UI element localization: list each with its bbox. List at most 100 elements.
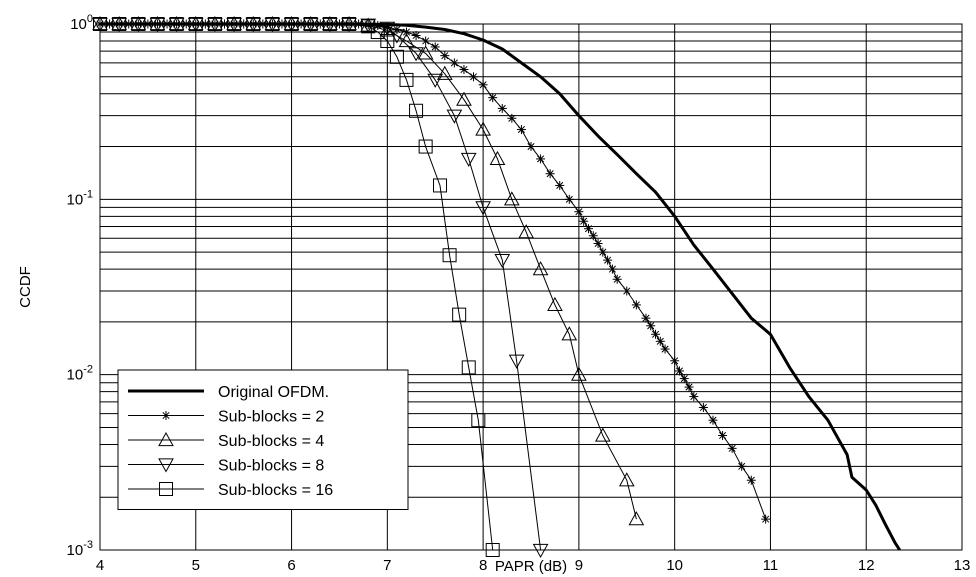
star-stroke xyxy=(690,393,698,401)
star-stroke xyxy=(594,239,602,248)
triangle-up-marker xyxy=(245,15,262,31)
triangle-down-marker xyxy=(446,109,463,124)
star-stroke xyxy=(623,287,631,295)
star-marker xyxy=(564,194,574,204)
star-stroke xyxy=(450,59,458,67)
star-stroke xyxy=(402,28,411,36)
x-axis-title: PAPR (dB) xyxy=(495,558,567,575)
square-marker xyxy=(380,33,395,48)
star-stroke xyxy=(604,256,612,264)
star-stroke xyxy=(383,23,391,31)
triangle-up-marker xyxy=(207,15,223,31)
triangle-down-marker xyxy=(322,17,338,33)
star-marker xyxy=(761,514,771,524)
y-tick-exponent: -1 xyxy=(83,188,93,200)
star-marker xyxy=(607,264,617,274)
triangle-down-marker xyxy=(494,254,511,269)
triangle-up-marker xyxy=(130,15,147,31)
triangle-up-marker xyxy=(226,15,242,31)
triangle-up-marker xyxy=(518,224,535,239)
triangle-down-marker xyxy=(226,17,242,33)
star-marker xyxy=(440,51,450,61)
triangle-up-marker xyxy=(475,121,491,136)
triangle-up-marker xyxy=(436,65,453,80)
star-marker xyxy=(622,286,632,296)
y-tick-base: 10 xyxy=(67,542,84,559)
x-tick-label: 11 xyxy=(763,557,779,574)
triangle-down-marker xyxy=(460,152,477,167)
star-marker xyxy=(526,142,536,152)
star-stroke xyxy=(608,265,616,273)
star-stroke xyxy=(661,345,669,353)
star-stroke xyxy=(575,208,583,216)
star-marker xyxy=(593,238,603,248)
star-marker xyxy=(674,366,684,376)
y-tick-base: 10 xyxy=(67,367,84,384)
legend-label: Sub-blocks = 2 xyxy=(218,409,324,426)
star-marker xyxy=(583,224,593,234)
y-tick-exponent: -2 xyxy=(83,364,93,376)
star-stroke xyxy=(699,403,707,412)
star-marker xyxy=(507,113,517,123)
star-stroke xyxy=(508,114,516,122)
star-stroke xyxy=(599,248,607,256)
star-marker xyxy=(430,42,440,52)
star-stroke xyxy=(431,43,439,51)
star-marker xyxy=(646,321,656,331)
triangle-up-marker xyxy=(628,511,645,526)
star-stroke xyxy=(441,52,449,60)
star-stroke xyxy=(489,94,497,102)
triangle-up-marker xyxy=(111,15,128,31)
star-marker xyxy=(459,65,469,75)
x-tick-label: 6 xyxy=(287,557,295,574)
star-marker xyxy=(631,300,641,310)
legend-label: Sub-blocks = 16 xyxy=(218,482,333,499)
star-stroke xyxy=(680,375,688,383)
star-marker xyxy=(161,411,171,420)
star-marker xyxy=(641,313,651,323)
square-marker xyxy=(461,360,476,375)
star-stroke xyxy=(709,416,717,424)
legend-label: Original OFDM. xyxy=(218,384,329,401)
triangle-down-marker xyxy=(264,17,281,33)
triangle-up-marker xyxy=(503,191,520,206)
star-stroke xyxy=(728,444,736,452)
star-stroke xyxy=(613,275,621,283)
triangle-up-marker xyxy=(283,15,300,31)
star-marker xyxy=(497,103,507,113)
series-line xyxy=(100,22,901,551)
y-tick-label: 10-3 xyxy=(67,539,93,559)
star-stroke xyxy=(422,37,430,45)
y-tick-label: 10-1 xyxy=(67,188,93,208)
star-marker xyxy=(651,329,661,339)
star-stroke xyxy=(632,301,640,309)
star-marker xyxy=(411,30,421,40)
star-marker xyxy=(421,36,431,46)
triangle-up-marker xyxy=(264,15,281,31)
triangle-down-marker xyxy=(149,17,166,33)
star-marker xyxy=(660,344,670,354)
triangle-down-marker xyxy=(302,17,319,33)
y-axis-title: CCDF xyxy=(17,266,34,308)
x-tick-label: 10 xyxy=(666,557,683,574)
star-marker xyxy=(469,72,479,82)
star-stroke xyxy=(651,330,660,338)
star-marker xyxy=(536,154,546,164)
star-stroke xyxy=(685,383,693,391)
y-tick-base: 10 xyxy=(70,16,87,33)
square-marker xyxy=(442,248,457,263)
triangle-down-marker xyxy=(283,17,300,33)
triangle-up-marker xyxy=(168,15,185,31)
square-marker xyxy=(370,25,385,40)
star-marker xyxy=(516,125,526,135)
square-marker xyxy=(389,49,404,64)
star-stroke xyxy=(762,515,770,523)
star-stroke xyxy=(719,431,727,440)
star-marker xyxy=(612,274,622,284)
triangle-up-marker xyxy=(532,261,549,276)
star-marker xyxy=(545,169,555,179)
triangle-up-marker xyxy=(302,15,319,31)
y-tick-base: 10 xyxy=(67,191,84,208)
